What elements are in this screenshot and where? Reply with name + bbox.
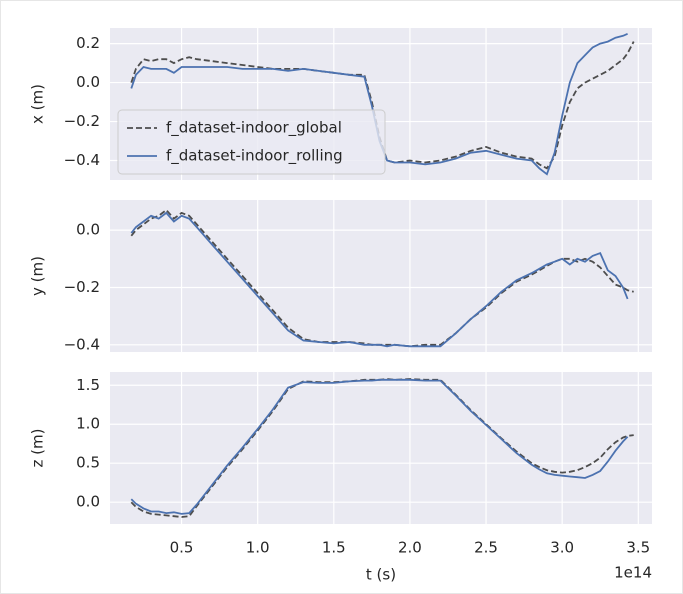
x-tick-label: 1.5 <box>322 539 346 557</box>
legend-label: f_dataset-indoor_global <box>166 119 342 138</box>
y-tick-label: −0.4 <box>64 335 100 353</box>
y-axis-label: z (m) <box>29 429 47 468</box>
x-tick-label: 2.5 <box>474 539 498 557</box>
data-line <box>130 378 629 515</box>
data-line <box>130 211 629 348</box>
x-axis-label: t (s) <box>366 566 396 584</box>
data-line <box>130 32 628 176</box>
x-tick-label: 2.0 <box>398 539 422 557</box>
x-offset-label: 1e14 <box>614 564 652 582</box>
y-tick-label: 0.5 <box>76 454 100 472</box>
plot-area <box>110 372 652 524</box>
y-tick-label: −0.2 <box>64 278 100 296</box>
y-axis-label: y (m) <box>29 256 47 296</box>
y-tick-label: 0.2 <box>76 34 100 52</box>
x-tick-label: 3.0 <box>550 539 574 557</box>
y-tick-label: 0.0 <box>76 493 100 511</box>
legend-label: f_dataset-indoor_rolling <box>166 147 343 166</box>
y-tick-label: −0.4 <box>64 151 100 169</box>
y-tick-label: 0.0 <box>76 221 100 239</box>
x-tick-label: 1.0 <box>246 539 270 557</box>
x-tick-label: 0.5 <box>170 539 194 557</box>
y-tick-label: 0.0 <box>76 73 100 91</box>
y-tick-label: 1.0 <box>76 415 100 433</box>
y-axis-label: x (m) <box>29 84 47 124</box>
legend-box <box>117 109 386 175</box>
x-tick-label: 3.5 <box>626 539 650 557</box>
y-tick-label: 1.5 <box>76 376 100 394</box>
plot-area <box>110 200 652 352</box>
y-tick-label: −0.2 <box>64 112 100 130</box>
